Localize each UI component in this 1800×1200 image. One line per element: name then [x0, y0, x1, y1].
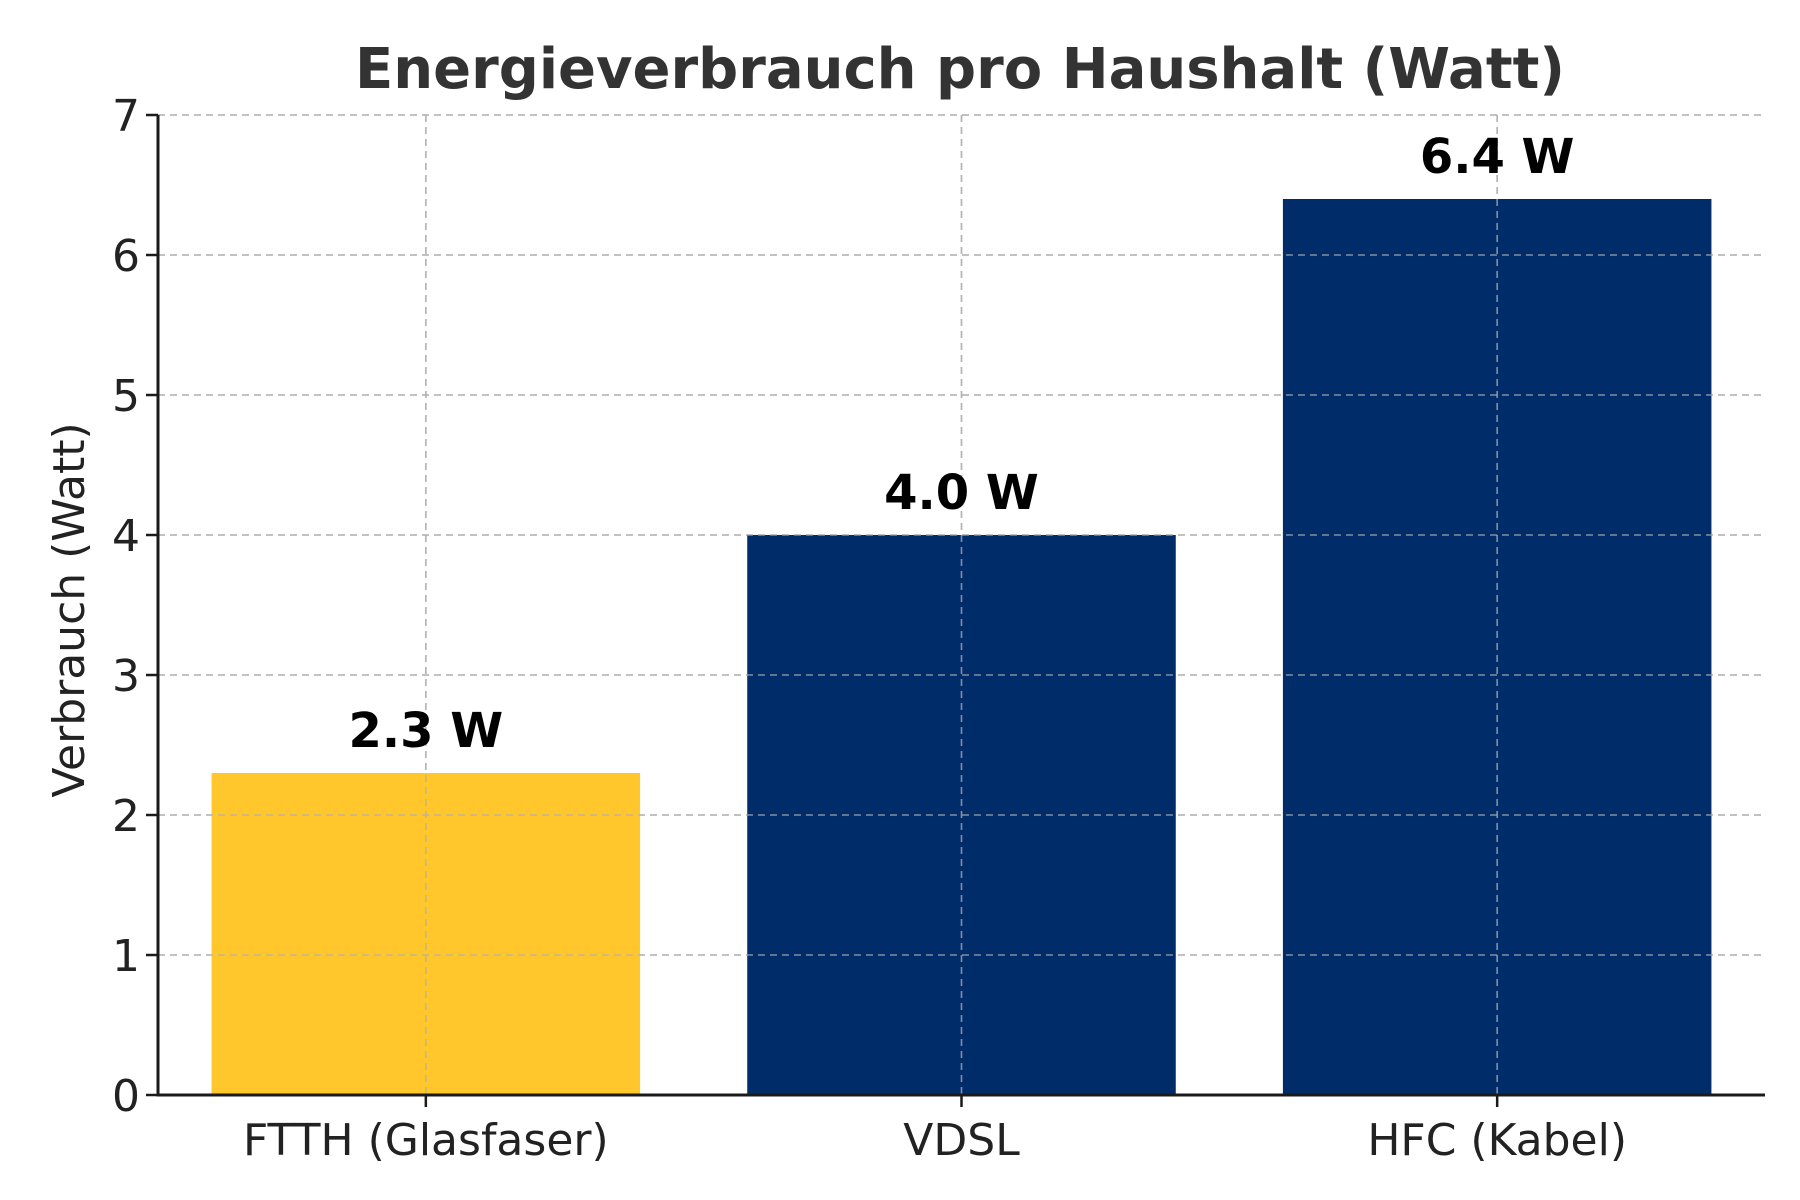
- bar-value-label: 4.0 W: [884, 465, 1039, 521]
- x-tick-label: VDSL: [903, 1115, 1020, 1166]
- x-tick-label: FTTH (Glasfaser): [243, 1115, 609, 1166]
- y-tick-label: 4: [112, 511, 140, 562]
- axis-layer: [146, 113, 1765, 1107]
- label-layer: 0 1 2 3 4 5 6 7 FTTH (Glasfaser) 2.3 W VDSL 4.0 W HF…: [112, 91, 1627, 1166]
- y-tick-label: 7: [112, 91, 140, 142]
- y-axis-label: Verbrauch (Watt): [44, 422, 95, 797]
- x-tick-label: HFC (Kabel): [1367, 1115, 1627, 1166]
- y-tick-label: 3: [112, 651, 140, 702]
- bar-value-label: 6.4 W: [1420, 129, 1575, 185]
- y-tick-label: 5: [112, 371, 140, 422]
- bar-value-label: 2.3 W: [348, 703, 503, 759]
- y-tick-label: 0: [112, 1071, 140, 1122]
- overlay-grid-layer: [158, 114, 1765, 1095]
- y-tick-label: 6: [112, 231, 140, 282]
- y-tick-label: 2: [112, 791, 140, 842]
- chart-title: Energieverbrauch pro Haushalt (Watt): [355, 37, 1565, 102]
- y-tick-label: 1: [112, 931, 140, 982]
